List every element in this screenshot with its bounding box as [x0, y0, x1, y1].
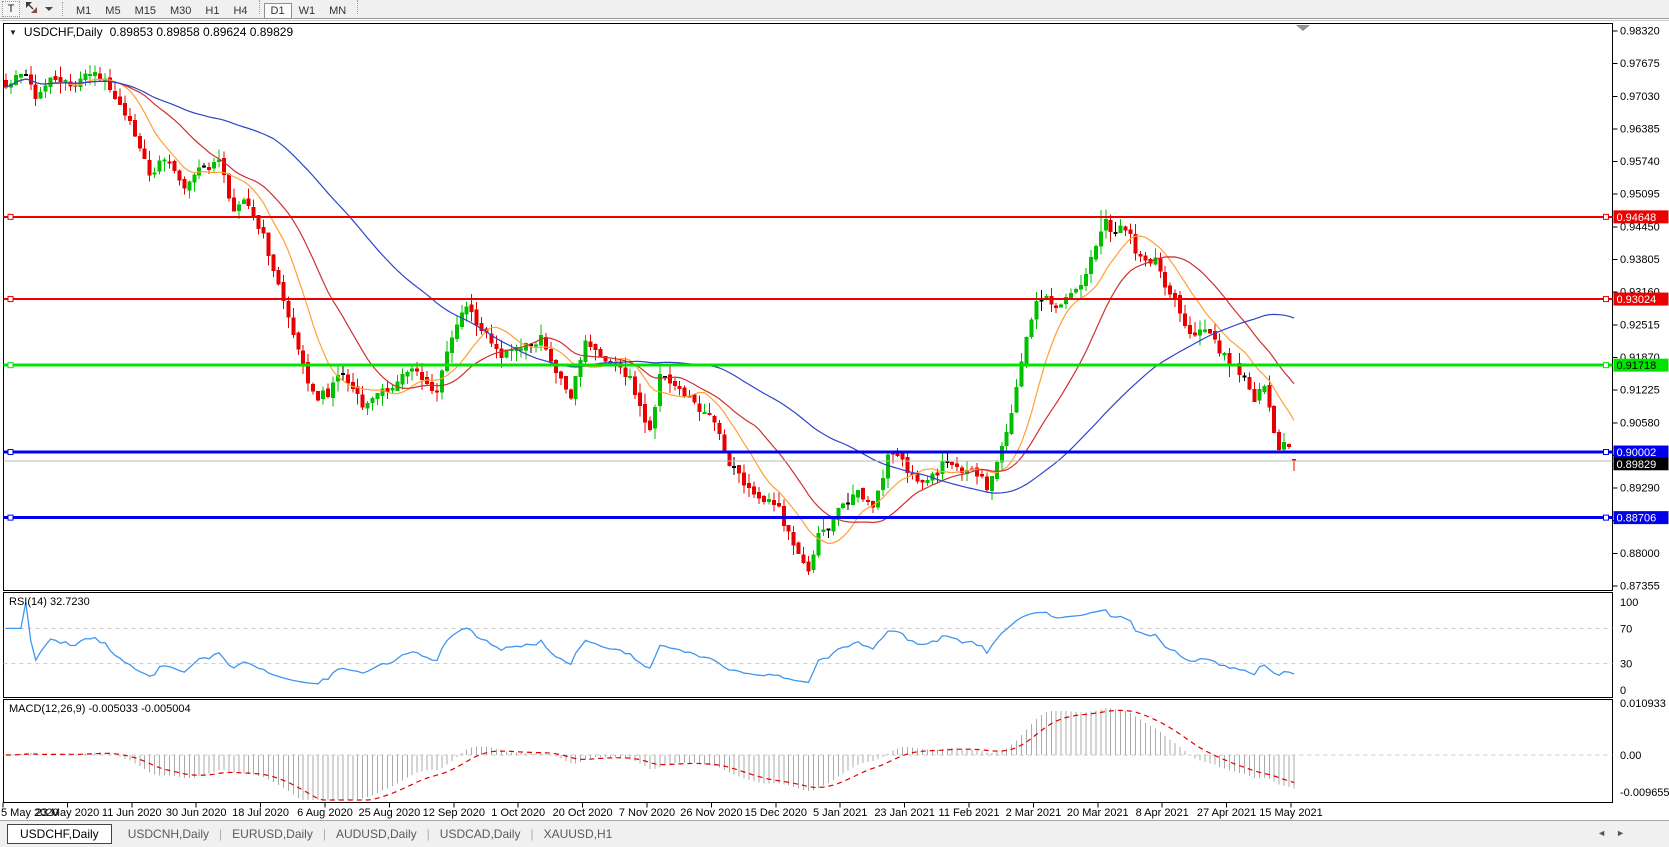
svg-text:-0.009655: -0.009655 [1620, 787, 1669, 799]
svg-text:0.88000: 0.88000 [1620, 548, 1660, 560]
tab-separator: | [530, 827, 534, 841]
rsi-line [6, 602, 1295, 685]
tab-separator: | [322, 827, 326, 841]
svg-text:0.98320: 0.98320 [1620, 26, 1660, 38]
toolbar-separator [62, 2, 63, 16]
timeframe-button-m30[interactable]: M30 [163, 3, 198, 19]
svg-text:7 Nov 2020: 7 Nov 2020 [619, 807, 675, 819]
svg-text:0.94648: 0.94648 [1617, 212, 1657, 224]
svg-text:20 Mar 2021: 20 Mar 2021 [1067, 807, 1129, 819]
chart-tab-audusd[interactable]: AUDUSD,Daily [335, 827, 417, 841]
svg-text:70: 70 [1620, 623, 1632, 635]
tabs-scroll-left-icon[interactable]: ◄ [1597, 828, 1607, 838]
svg-text:30: 30 [1620, 659, 1632, 671]
arrow-objects-button[interactable] [22, 1, 40, 17]
svg-text:30 Jun 2020: 30 Jun 2020 [166, 807, 227, 819]
timeframe-button-mn[interactable]: MN [322, 3, 353, 19]
svg-text:27 Apr 2021: 27 Apr 2021 [1197, 807, 1256, 819]
svg-text:0.93024: 0.93024 [1617, 294, 1657, 306]
svg-text:0.00: 0.00 [1620, 750, 1641, 762]
svg-text:0.91225: 0.91225 [1620, 385, 1660, 397]
chart-tab-eurusd[interactable]: EURUSD,Daily [232, 827, 313, 841]
svg-text:0.97675: 0.97675 [1620, 58, 1660, 70]
hline-0.94648[interactable] [3, 213, 1613, 220]
ma-slow-line [5, 78, 1295, 494]
svg-text:0.010933: 0.010933 [1620, 698, 1666, 710]
timeframe-button-d1[interactable]: D1 [263, 2, 292, 19]
timeframe-button-m15[interactable]: M15 [128, 3, 163, 19]
svg-text:5 Jan 2021: 5 Jan 2021 [813, 807, 867, 819]
chart-title: ▼ USDCHF,Daily 0.89853 0.89858 0.89624 0… [9, 25, 293, 39]
svg-text:11 Feb 2021: 11 Feb 2021 [939, 807, 1000, 819]
svg-text:0: 0 [1620, 685, 1626, 697]
hline-0.90002[interactable] [3, 449, 1613, 456]
rsi-label: RSI(14) 32.7230 [9, 596, 90, 608]
svg-text:0.93805: 0.93805 [1620, 254, 1660, 266]
timeframe-button-h1[interactable]: H1 [198, 3, 226, 19]
svg-text:0.96385: 0.96385 [1620, 123, 1660, 135]
hline-0.91718[interactable] [3, 362, 1613, 369]
chart-tab-usdchf[interactable]: USDCHF,Daily [7, 824, 112, 844]
svg-text:0.91718: 0.91718 [1617, 360, 1657, 372]
chart-shift-marker[interactable] [1296, 25, 1310, 31]
timeframe-button-m1[interactable]: M1 [69, 3, 98, 19]
tab-separator: | [426, 827, 430, 841]
svg-text:0.97030: 0.97030 [1620, 91, 1660, 103]
arrow-objects-icon [24, 1, 39, 17]
macd-signal-line [6, 709, 1295, 801]
toolbar-separator [357, 0, 359, 14]
chart-symbol-period: USDCHF,Daily [23, 25, 103, 39]
chart-tab-usdcad[interactable]: USDCAD,Daily [439, 827, 521, 841]
svg-text:2 Mar 2021: 2 Mar 2021 [1006, 807, 1062, 819]
svg-text:23 May 2020: 23 May 2020 [36, 807, 100, 819]
timeframe-button-w1[interactable]: W1 [292, 3, 323, 19]
svg-text:0.89829: 0.89829 [1617, 459, 1657, 471]
macd-label: MACD(12,26,9) -0.005033 -0.005004 [9, 703, 191, 715]
timeframe-button-group: M1 M5 M15 M30 H1 H4 D1 W1 MN [69, 0, 362, 19]
toolbar-separator [258, 0, 260, 14]
chart-tab-usdcnh[interactable]: USDCNH,Daily [127, 827, 210, 841]
svg-text:26 Nov 2020: 26 Nov 2020 [680, 807, 742, 819]
chart-tabs-bar: USDCHF,Daily USDCNH,Daily | EURUSD,Daily | AU… [0, 820, 1669, 847]
svg-text:15 May 2021: 15 May 2021 [1259, 807, 1323, 819]
chart-ohlc-quote: 0.89853 0.89858 0.89624 0.89829 [109, 25, 294, 39]
tabs-scroll-right-icon[interactable]: ► [1616, 828, 1625, 838]
svg-text:8 Apr 2021: 8 Apr 2021 [1136, 807, 1189, 819]
svg-text:0.95095: 0.95095 [1620, 189, 1660, 201]
svg-text:23 Jan 2021: 23 Jan 2021 [874, 807, 935, 819]
tabs-scroll: ◄ ► [1597, 828, 1625, 838]
svg-text:0.94450: 0.94450 [1620, 221, 1660, 233]
timeframe-button-m5[interactable]: M5 [98, 3, 127, 19]
svg-text:100: 100 [1620, 597, 1638, 609]
chart-tab-xauusd[interactable]: XAUUSD,H1 [543, 827, 613, 841]
chart-tabs: USDCHF,Daily USDCNH,Daily | EURUSD,Daily | AU… [0, 824, 622, 844]
svg-text:18 Jul 2020: 18 Jul 2020 [232, 807, 289, 819]
svg-text:11 Jun 2020: 11 Jun 2020 [102, 807, 162, 819]
text-tool-button[interactable]: T [2, 1, 20, 17]
svg-text:0.95740: 0.95740 [1620, 156, 1660, 168]
chart-dropdown-icon[interactable]: ▼ [9, 27, 17, 37]
svg-text:25 Aug 2020: 25 Aug 2020 [359, 807, 421, 819]
svg-text:6 Aug 2020: 6 Aug 2020 [297, 807, 353, 819]
svg-text:0.90580: 0.90580 [1620, 417, 1660, 429]
top-toolbar: T M1 M5 M15 M30 H1 H4 D1 W1 MN [0, 0, 1669, 19]
svg-text:0.88706: 0.88706 [1617, 513, 1657, 525]
chevron-down-icon[interactable] [45, 7, 53, 11]
timeframe-button-h4[interactable]: H4 [226, 3, 254, 19]
svg-text:1 Oct 2020: 1 Oct 2020 [491, 807, 545, 819]
svg-text:12 Sep 2020: 12 Sep 2020 [423, 807, 485, 819]
svg-text:0.90002: 0.90002 [1617, 447, 1657, 459]
svg-text:20 Oct 2020: 20 Oct 2020 [553, 807, 613, 819]
svg-text:0.89290: 0.89290 [1620, 483, 1660, 495]
hline-0.93024[interactable] [3, 296, 1613, 303]
hline-0.88706[interactable] [3, 514, 1613, 521]
svg-text:5 May 2020: 5 May 2020 [1, 807, 58, 819]
svg-text:0.92515: 0.92515 [1620, 319, 1660, 331]
svg-text:0.87355: 0.87355 [1620, 581, 1660, 593]
tab-separator: | [219, 827, 223, 841]
svg-text:15 Dec 2020: 15 Dec 2020 [745, 807, 807, 819]
